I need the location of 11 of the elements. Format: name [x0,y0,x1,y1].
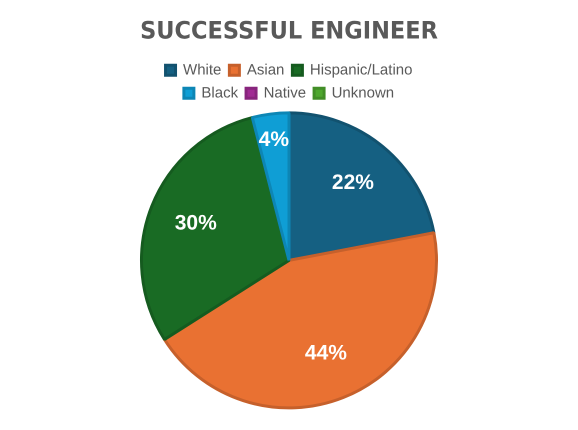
legend-label: Hispanic/Latino [310,61,412,78]
legend-label: Native [264,84,306,102]
data-label: 22% [332,170,374,194]
legend-label: Asian [246,61,284,78]
legend-label: Unknown [332,84,394,102]
chart-title: SUCCESSFUL ENGINEER [140,16,438,45]
legend-label: White [183,61,222,78]
data-label: 30% [174,211,218,234]
data-label: 44% [304,341,348,364]
data-label: 4% [258,128,290,152]
legend-label: Black [201,84,239,102]
